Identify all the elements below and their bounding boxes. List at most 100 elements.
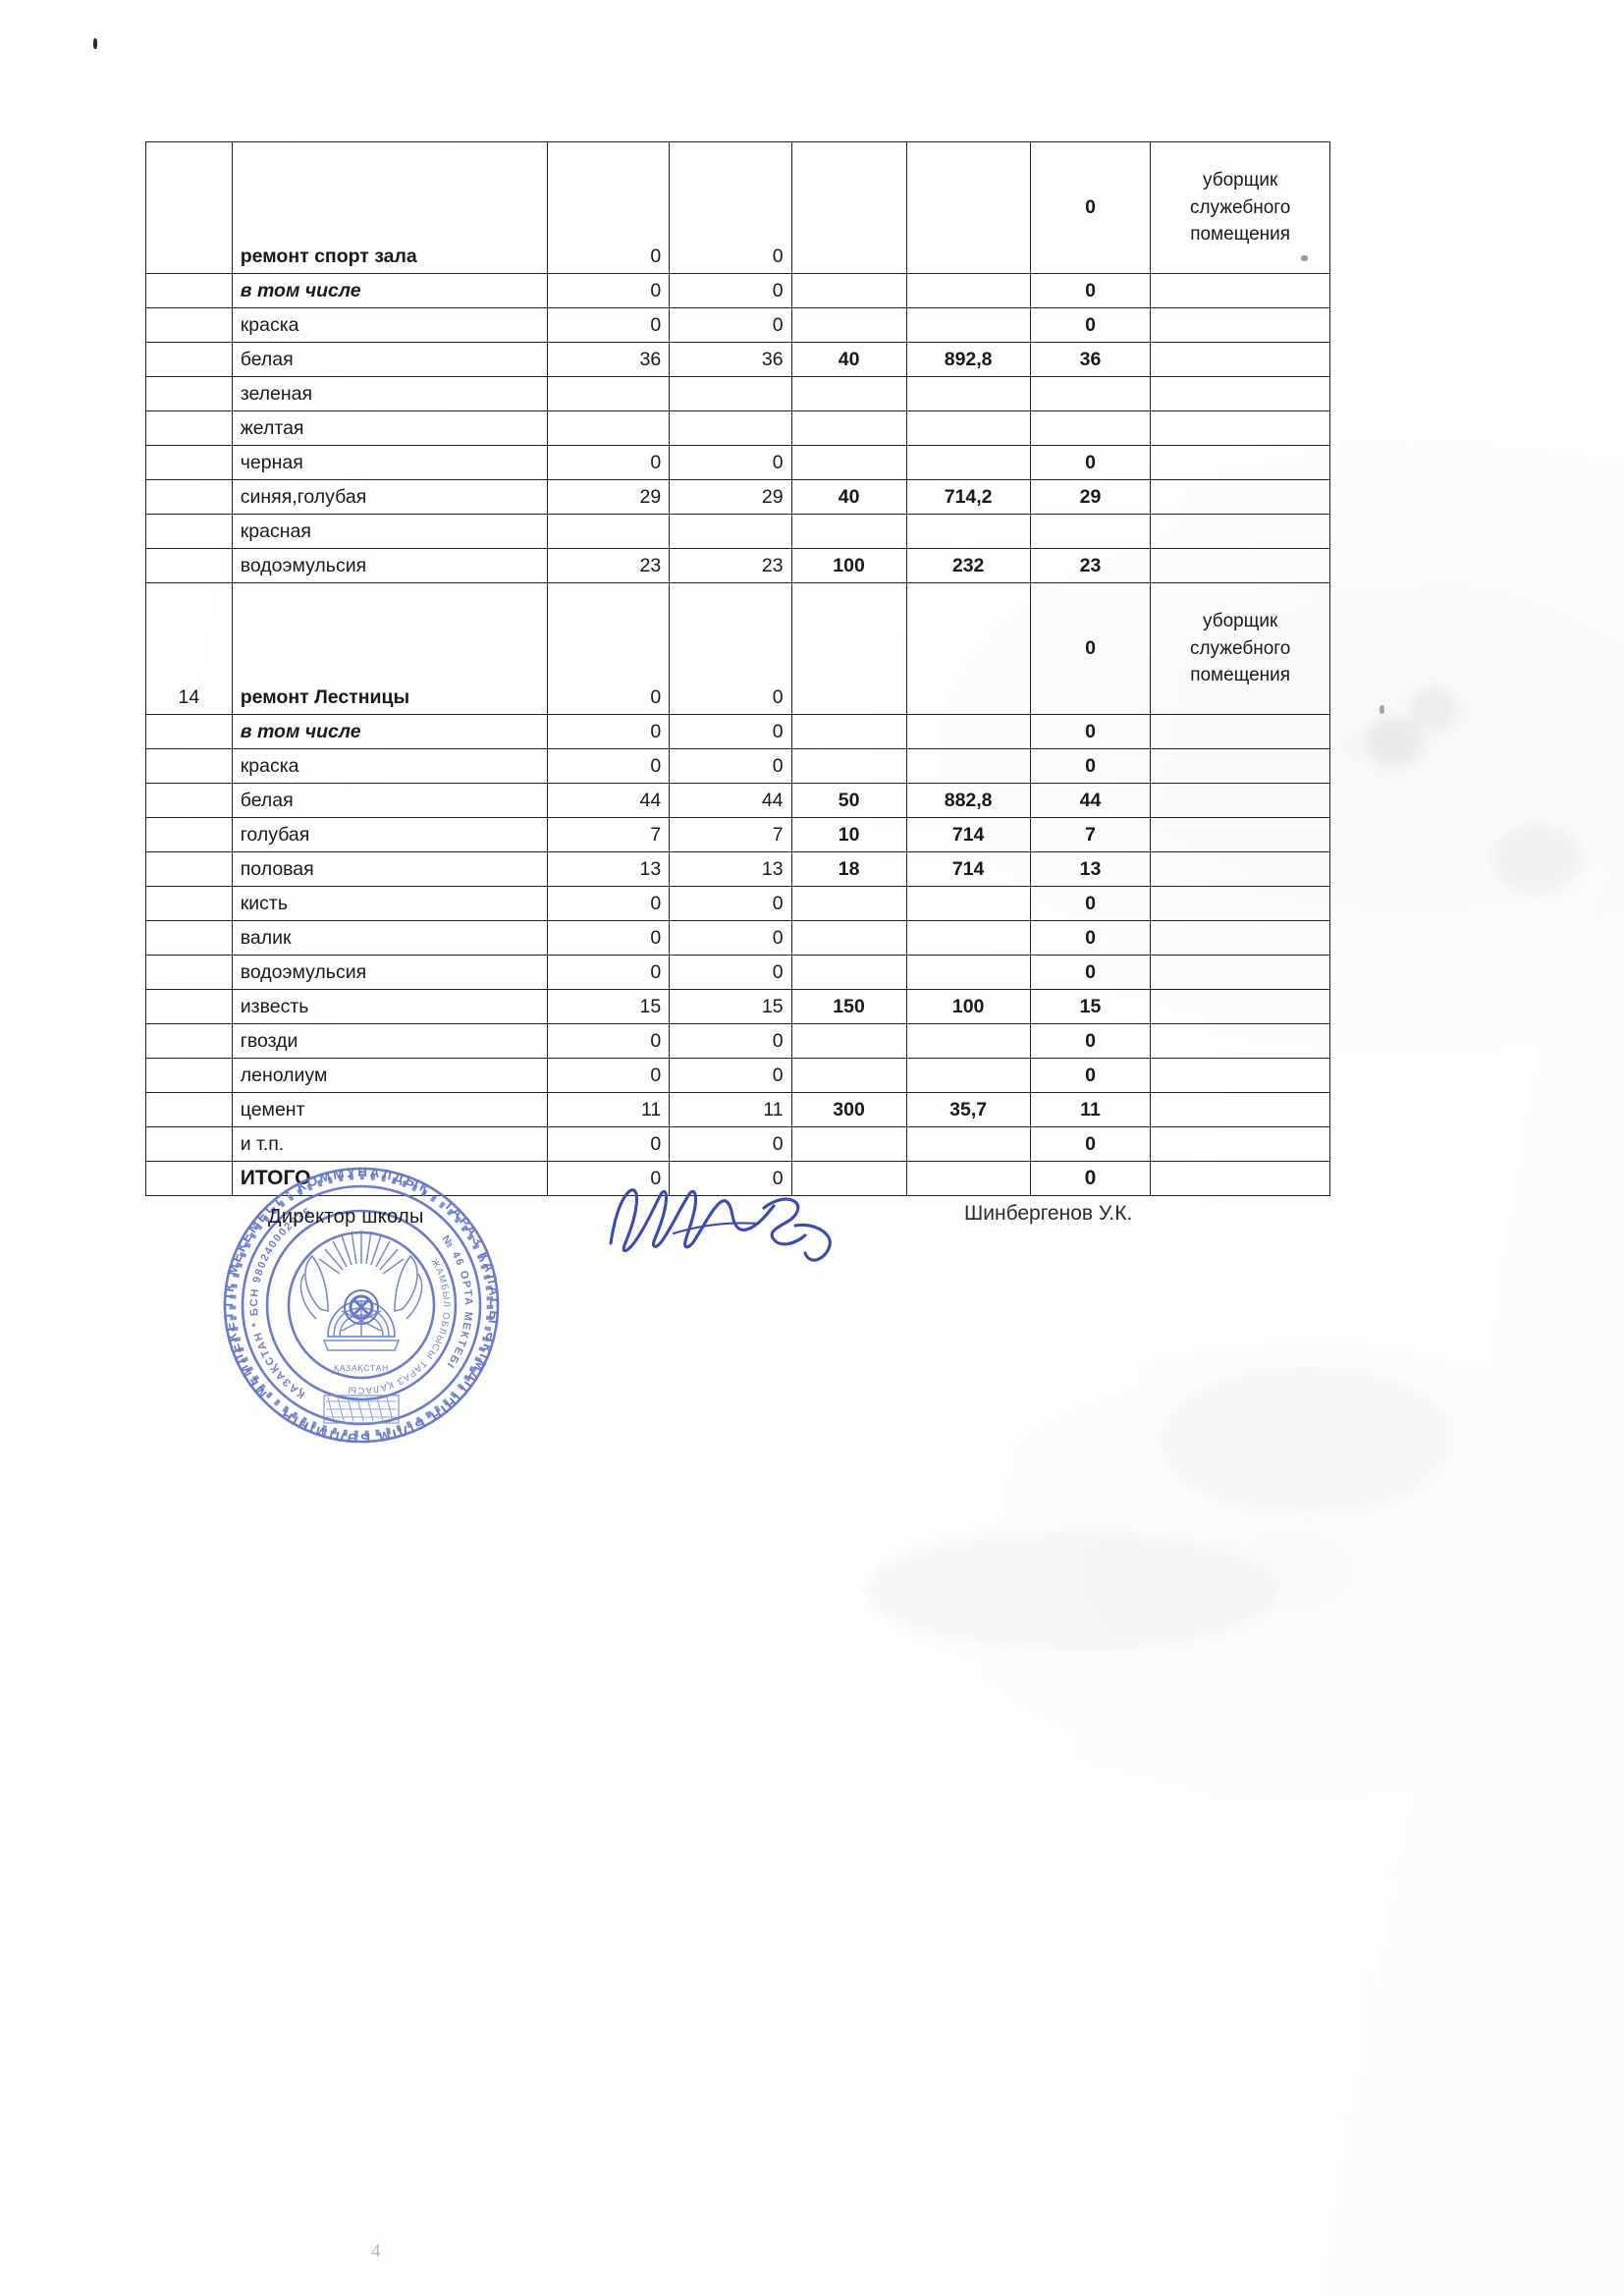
cell-v3 (790, 1058, 907, 1093)
cell-v3 (790, 582, 907, 715)
cell-v1: 23 (546, 548, 671, 583)
cell-v1 (546, 410, 671, 446)
cell-v2: 13 (669, 851, 792, 887)
cell-v3 (790, 714, 907, 749)
table-row: белая 36 36 40 892,8 36 (145, 342, 1330, 377)
cell-v1: 0 (546, 748, 671, 784)
cell-v1: 0 (546, 141, 671, 274)
cell-name: и т.п. (231, 1126, 548, 1162)
table-row: ленолиум 0 0 0 (145, 1058, 1330, 1093)
cell-v2: 0 (669, 714, 792, 749)
table-row: ремонт спорт зала 0 0 0 уборщик служебного п… (145, 141, 1330, 274)
cell-v1: 0 (546, 955, 671, 990)
cell-v1 (546, 514, 671, 549)
cell-v2: 0 (669, 920, 792, 956)
cell-v1: 0 (546, 1161, 671, 1196)
cell-v2: 0 (669, 307, 792, 343)
cell-v1: 0 (546, 1126, 671, 1162)
scan-speck (1380, 705, 1384, 714)
cell-v1: 0 (546, 1023, 671, 1059)
cell-v4 (905, 376, 1031, 411)
cell-role (1150, 955, 1330, 990)
cell-role: уборщик служебного помещения (1150, 141, 1330, 274)
cell-v2: 44 (669, 783, 792, 818)
cell-num (145, 514, 233, 549)
cell-v3: 10 (790, 817, 907, 852)
table-body: ремонт спорт зала 0 0 0 уборщик служебного п… (145, 141, 1330, 1196)
cell-v5: 0 (1029, 920, 1152, 956)
cell-v2: 23 (669, 548, 792, 583)
cell-v2: 0 (669, 748, 792, 784)
cell-v1: 0 (546, 1058, 671, 1093)
cell-role (1150, 989, 1330, 1024)
cell-name: ремонт спорт зала (231, 141, 548, 274)
table-row: валик 0 0 0 (145, 920, 1330, 956)
cell-v4: 100 (905, 989, 1031, 1024)
cell-v2: 0 (669, 1161, 792, 1196)
table-row: и т.п. 0 0 0 (145, 1126, 1330, 1162)
cell-num (145, 273, 233, 308)
cell-v2 (669, 376, 792, 411)
cell-name: желтая (231, 410, 548, 446)
cell-num (145, 714, 233, 749)
cell-name: зеленая (231, 376, 548, 411)
cell-v2: 0 (669, 141, 792, 274)
cell-v1: 44 (546, 783, 671, 818)
cell-v4 (905, 1161, 1031, 1196)
cell-role (1150, 886, 1330, 921)
cell-name: ремонт Лестницы (231, 582, 548, 715)
cell-v2: 0 (669, 1058, 792, 1093)
cell-v2 (669, 410, 792, 446)
cell-v1: 0 (546, 920, 671, 956)
cell-name: черная (231, 445, 548, 480)
table-row: в том числе 0 0 0 (145, 714, 1330, 749)
cell-v2: 0 (669, 955, 792, 990)
official-school-stamp: ТАРАЗ ҚАЛАСЫ ӘКІМДІГІНІҢ БІЛІМ БӨЛІМІНІҢ… (218, 1162, 505, 1449)
cell-num (145, 479, 233, 515)
responsible-person-label: уборщик служебного помещения (1189, 170, 1291, 246)
scan-speck (93, 38, 97, 49)
cell-v1: 15 (546, 989, 671, 1024)
cell-role (1150, 714, 1330, 749)
cell-name: водоэмульсия (231, 955, 548, 990)
cell-v4 (905, 582, 1031, 715)
cell-v5: 0 (1029, 955, 1152, 990)
cell-role (1150, 851, 1330, 887)
cell-name: кисть (231, 886, 548, 921)
cell-v4 (905, 410, 1031, 446)
director-title-label: Директор школы (268, 1206, 424, 1228)
scan-smudge (1492, 825, 1581, 894)
cell-name: краска (231, 748, 548, 784)
cell-v4 (905, 1058, 1031, 1093)
cell-v1 (546, 376, 671, 411)
cell-role (1150, 342, 1330, 377)
cell-v3 (790, 307, 907, 343)
scan-smudge (1365, 717, 1424, 766)
cell-name: ИТОГО (231, 1161, 548, 1196)
table-row: голубая 7 7 10 714 7 (145, 817, 1330, 852)
cell-num (145, 141, 233, 274)
cell-v5: 11 (1029, 1092, 1152, 1127)
cell-num (145, 783, 233, 818)
cell-v1: 0 (546, 582, 671, 715)
cell-v4 (905, 141, 1031, 274)
cell-v5 (1029, 514, 1152, 549)
cell-v4: 232 (905, 548, 1031, 583)
cell-num (145, 376, 233, 411)
cell-name: синяя,голубая (231, 479, 548, 515)
cell-name: краска (231, 307, 548, 343)
cell-v5: 0 (1029, 714, 1152, 749)
cell-v5: 13 (1029, 851, 1152, 887)
cell-num (145, 989, 233, 1024)
cell-name: белая (231, 783, 548, 818)
cell-v4: 714 (905, 817, 1031, 852)
cell-v5: 44 (1029, 783, 1152, 818)
cell-v1: 11 (546, 1092, 671, 1127)
cell-v2: 0 (669, 273, 792, 308)
cell-v4 (905, 273, 1031, 308)
cell-v1: 0 (546, 445, 671, 480)
cell-v4 (905, 514, 1031, 549)
cell-v2: 7 (669, 817, 792, 852)
cell-role (1150, 445, 1330, 480)
cell-v2: 36 (669, 342, 792, 377)
